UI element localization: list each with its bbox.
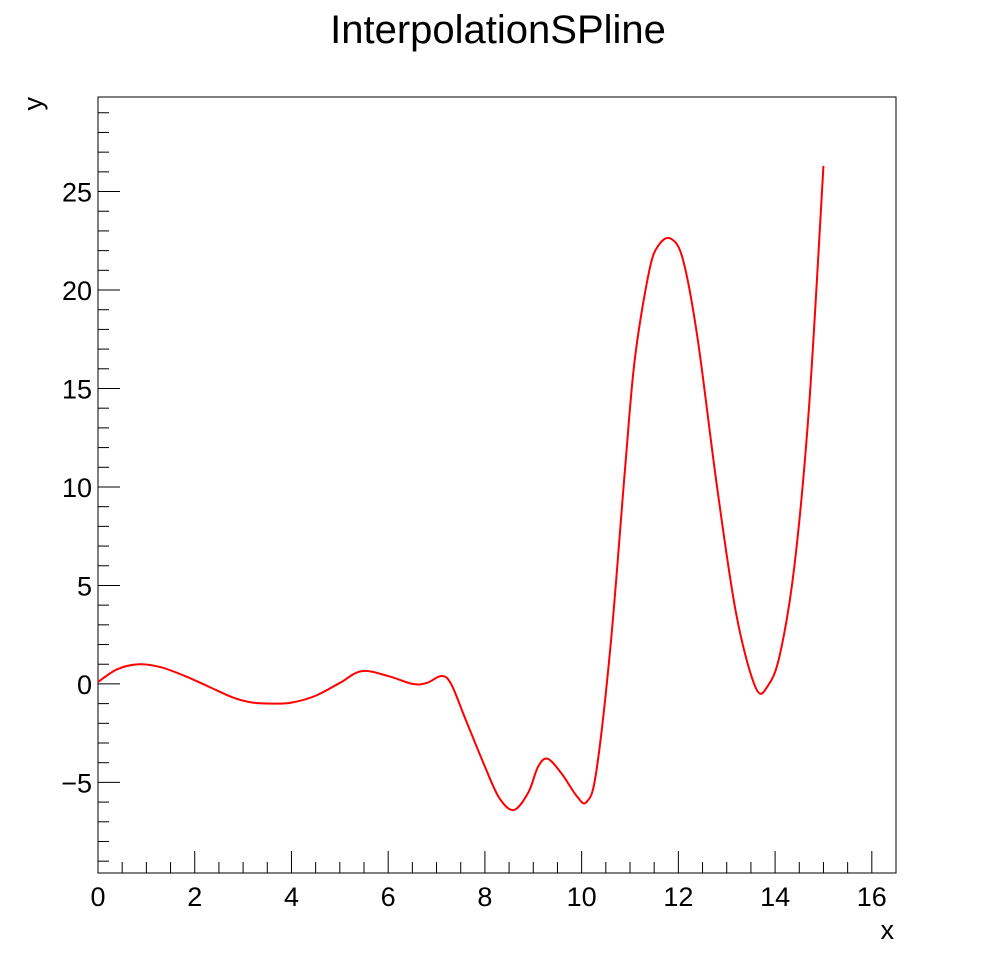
y-tick-label: 10 [62,473,92,503]
y-tick-label: 5 [77,571,92,601]
x-tick-label: 2 [187,882,202,912]
y-axis: −5 0 5 10 15 20 25 [61,112,120,862]
y-axis-label: y [18,97,48,111]
x-tick-label: 0 [90,882,105,912]
y-tick-label: 0 [77,670,92,700]
x-tick-label: 4 [284,882,299,912]
x-tick-label: 12 [663,882,693,912]
series-line [97,165,825,812]
x-tick-label: 16 [857,882,887,912]
chart-title: InterpolationSPline [330,8,666,52]
x-axis-label: x [881,915,895,945]
x-tick-label: 8 [477,882,492,912]
x-tick-label: 14 [760,882,790,912]
y-tick-label: 20 [62,276,92,306]
y-tick-label: 15 [62,374,92,404]
x-tick-label: 10 [567,882,597,912]
plot-frame [97,96,897,874]
y-tick-label: 25 [62,178,92,208]
y-tick-label: −5 [61,768,92,798]
x-axis: 0 2 4 6 8 10 12 14 16 [90,851,897,912]
x-tick-label: 6 [381,882,396,912]
